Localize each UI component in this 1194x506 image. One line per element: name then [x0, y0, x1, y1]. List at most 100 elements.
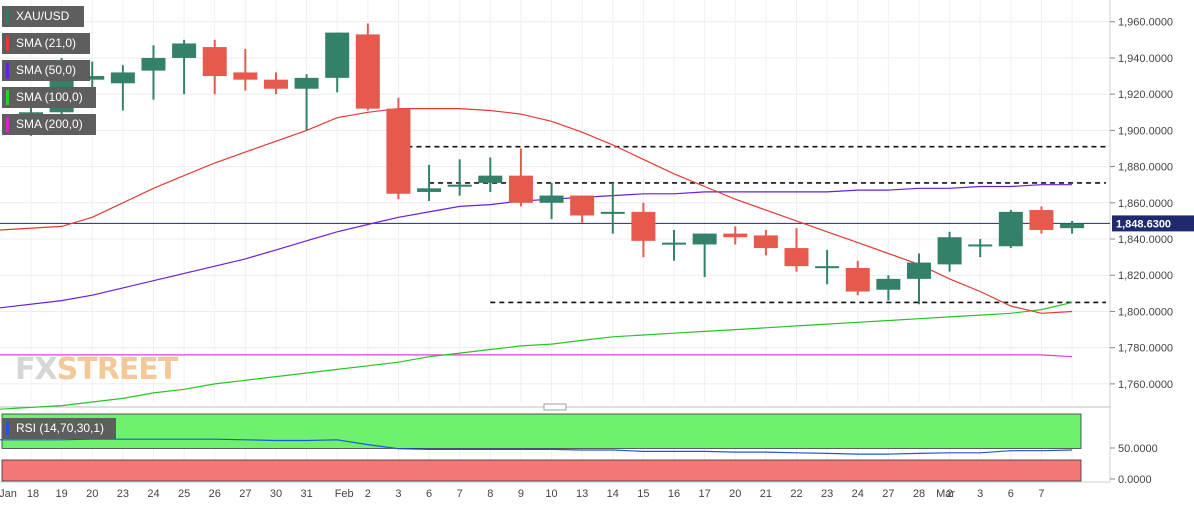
x-tick-label: 7 — [457, 488, 463, 500]
x-tick-label: 27 — [882, 488, 894, 500]
candle-body-bullish — [876, 278, 901, 290]
legend-label-xauusd: XAU/USD — [16, 9, 70, 23]
x-tick-label: 3 — [977, 488, 983, 500]
x-tick-label: 24 — [852, 488, 864, 500]
candle-body-bullish — [937, 237, 962, 265]
candle-body-bullish — [110, 72, 135, 84]
x-tick-label: 26 — [209, 488, 221, 500]
y-tick-label: 1,780.0000 — [1118, 343, 1173, 355]
x-tick-label: 24 — [147, 488, 159, 500]
y-tick-label: 1,840.0000 — [1118, 234, 1173, 246]
x-tick-label: 27 — [239, 488, 251, 500]
x-tick-label: 23 — [117, 488, 129, 500]
x-tick-label: 25 — [178, 488, 190, 500]
y-tick-label: 1,820.0000 — [1118, 270, 1173, 282]
legend-label-sma200: SMA (200,0) — [16, 117, 83, 131]
candle-body-bearish — [845, 268, 870, 292]
x-tick-label: 9 — [518, 488, 524, 500]
legend-item-xauusd[interactable]: XAU/USD — [2, 6, 84, 27]
sma21-line — [0, 107, 1073, 314]
watermark-street: STREET — [56, 352, 179, 387]
legend-swatch-sma50 — [6, 63, 9, 78]
candlesticks — [19, 23, 1085, 305]
last-price-badge — [1112, 215, 1194, 232]
x-tick-label: Feb — [335, 488, 354, 500]
panel-resize-handle — [543, 403, 567, 411]
candle-body-bearish — [570, 195, 595, 216]
x-tick-label: 7 — [1038, 488, 1044, 500]
legend-item-sma21[interactable]: SMA (21,0) — [2, 33, 90, 54]
x-tick-label: 8 — [487, 488, 493, 500]
watermark-fx: FX — [15, 352, 58, 387]
candle-body-bullish — [968, 244, 993, 247]
x-tick-label: Jan — [0, 488, 17, 500]
y-tick-label: 1,800.0000 — [1118, 306, 1173, 318]
x-tick-label: 30 — [270, 488, 282, 500]
x-tick-label: 17 — [699, 488, 711, 500]
rsi-y-tick-label: 0.0000 — [1118, 474, 1152, 486]
candle-body-bullish — [662, 242, 687, 245]
legend-item-sma50[interactable]: SMA (50,0) — [2, 60, 90, 81]
candle-body-bearish — [386, 108, 411, 194]
y-tick-label: 1,880.0000 — [1118, 162, 1173, 174]
x-tick-label: 16 — [668, 488, 680, 500]
candle-body-bullish — [692, 233, 717, 245]
x-tick-label: 20 — [729, 488, 741, 500]
x-tick-label: 20 — [86, 488, 98, 500]
legend-swatch-xauusd — [6, 9, 9, 24]
axes: 1,760.0000 1,780.0000 1,800.0000 1,820.0000… — [0, 17, 1194, 500]
y-tick-label: 1,900.0000 — [1118, 125, 1173, 137]
legend-swatch-sma200 — [6, 117, 9, 132]
sma100-line — [0, 301, 1073, 410]
candle-body-bearish — [233, 72, 258, 80]
x-tick-label: 6 — [426, 488, 432, 500]
candle-body-bullish — [998, 211, 1023, 247]
candle-body-bullish — [906, 262, 931, 279]
legend-label-rsi: RSI (14,70,30,1) — [16, 421, 105, 435]
x-tick-label: 2 — [365, 488, 371, 500]
y-tick-label: 1,940.0000 — [1118, 53, 1173, 65]
candle-body-bullish — [325, 32, 350, 78]
x-tick-label: 10 — [545, 488, 557, 500]
candle-body-bullish — [600, 211, 625, 214]
legend-item-rsi[interactable]: RSI (14,70,30,1) — [2, 418, 116, 439]
x-tick-label: 14 — [607, 488, 619, 500]
x-tick-label: 31 — [300, 488, 312, 500]
legend-swatch-rsi — [6, 421, 9, 436]
candle-body-bullish — [172, 43, 197, 58]
legend-swatch-sma100 — [6, 90, 9, 105]
candle-body-bullish — [294, 77, 319, 89]
legend-item-sma100[interactable]: SMA (100,0) — [2, 87, 96, 108]
candle-body-bearish — [723, 233, 748, 238]
candle-body-bullish — [478, 175, 503, 183]
rsi-line — [0, 438, 1073, 455]
rsi-overbought-zone — [1, 413, 1082, 449]
candle-body-bullish — [80, 76, 105, 80]
candle-body-bullish — [539, 195, 564, 203]
x-tick-label: Mar — [936, 488, 955, 500]
y-tick-label: 1,920.0000 — [1118, 89, 1173, 101]
rsi-oversold-zone — [1, 459, 1082, 482]
legend-label-sma50: SMA (50,0) — [16, 63, 77, 77]
rsi-zones — [1, 413, 1082, 482]
rsi-y-tick-label: 50.0000 — [1118, 443, 1158, 455]
candle-body-bullish — [815, 266, 840, 269]
x-tick-label: 13 — [576, 488, 588, 500]
x-tick-label: 6 — [1008, 488, 1014, 500]
legend-item-sma200[interactable]: SMA (200,0) — [2, 114, 96, 135]
candle-body-bearish — [784, 248, 809, 267]
y-tick-label: 1,760.0000 — [1118, 379, 1173, 391]
sma200-line — [0, 354, 1073, 358]
x-tick-label: 19 — [55, 488, 67, 500]
x-tick-label: 23 — [821, 488, 833, 500]
rsi-line — [0, 438, 1073, 455]
legend-swatch-sma21 — [6, 36, 9, 51]
y-tick-label: 1,960.0000 — [1118, 17, 1173, 29]
candle-body-bearish — [631, 211, 656, 241]
legend-label-sma100: SMA (100,0) — [16, 90, 83, 104]
x-tick-label: 28 — [913, 488, 925, 500]
support-resistance-levels — [0, 145, 1110, 304]
candle-body-bearish — [1029, 210, 1054, 230]
candle-body-bearish — [355, 34, 380, 109]
